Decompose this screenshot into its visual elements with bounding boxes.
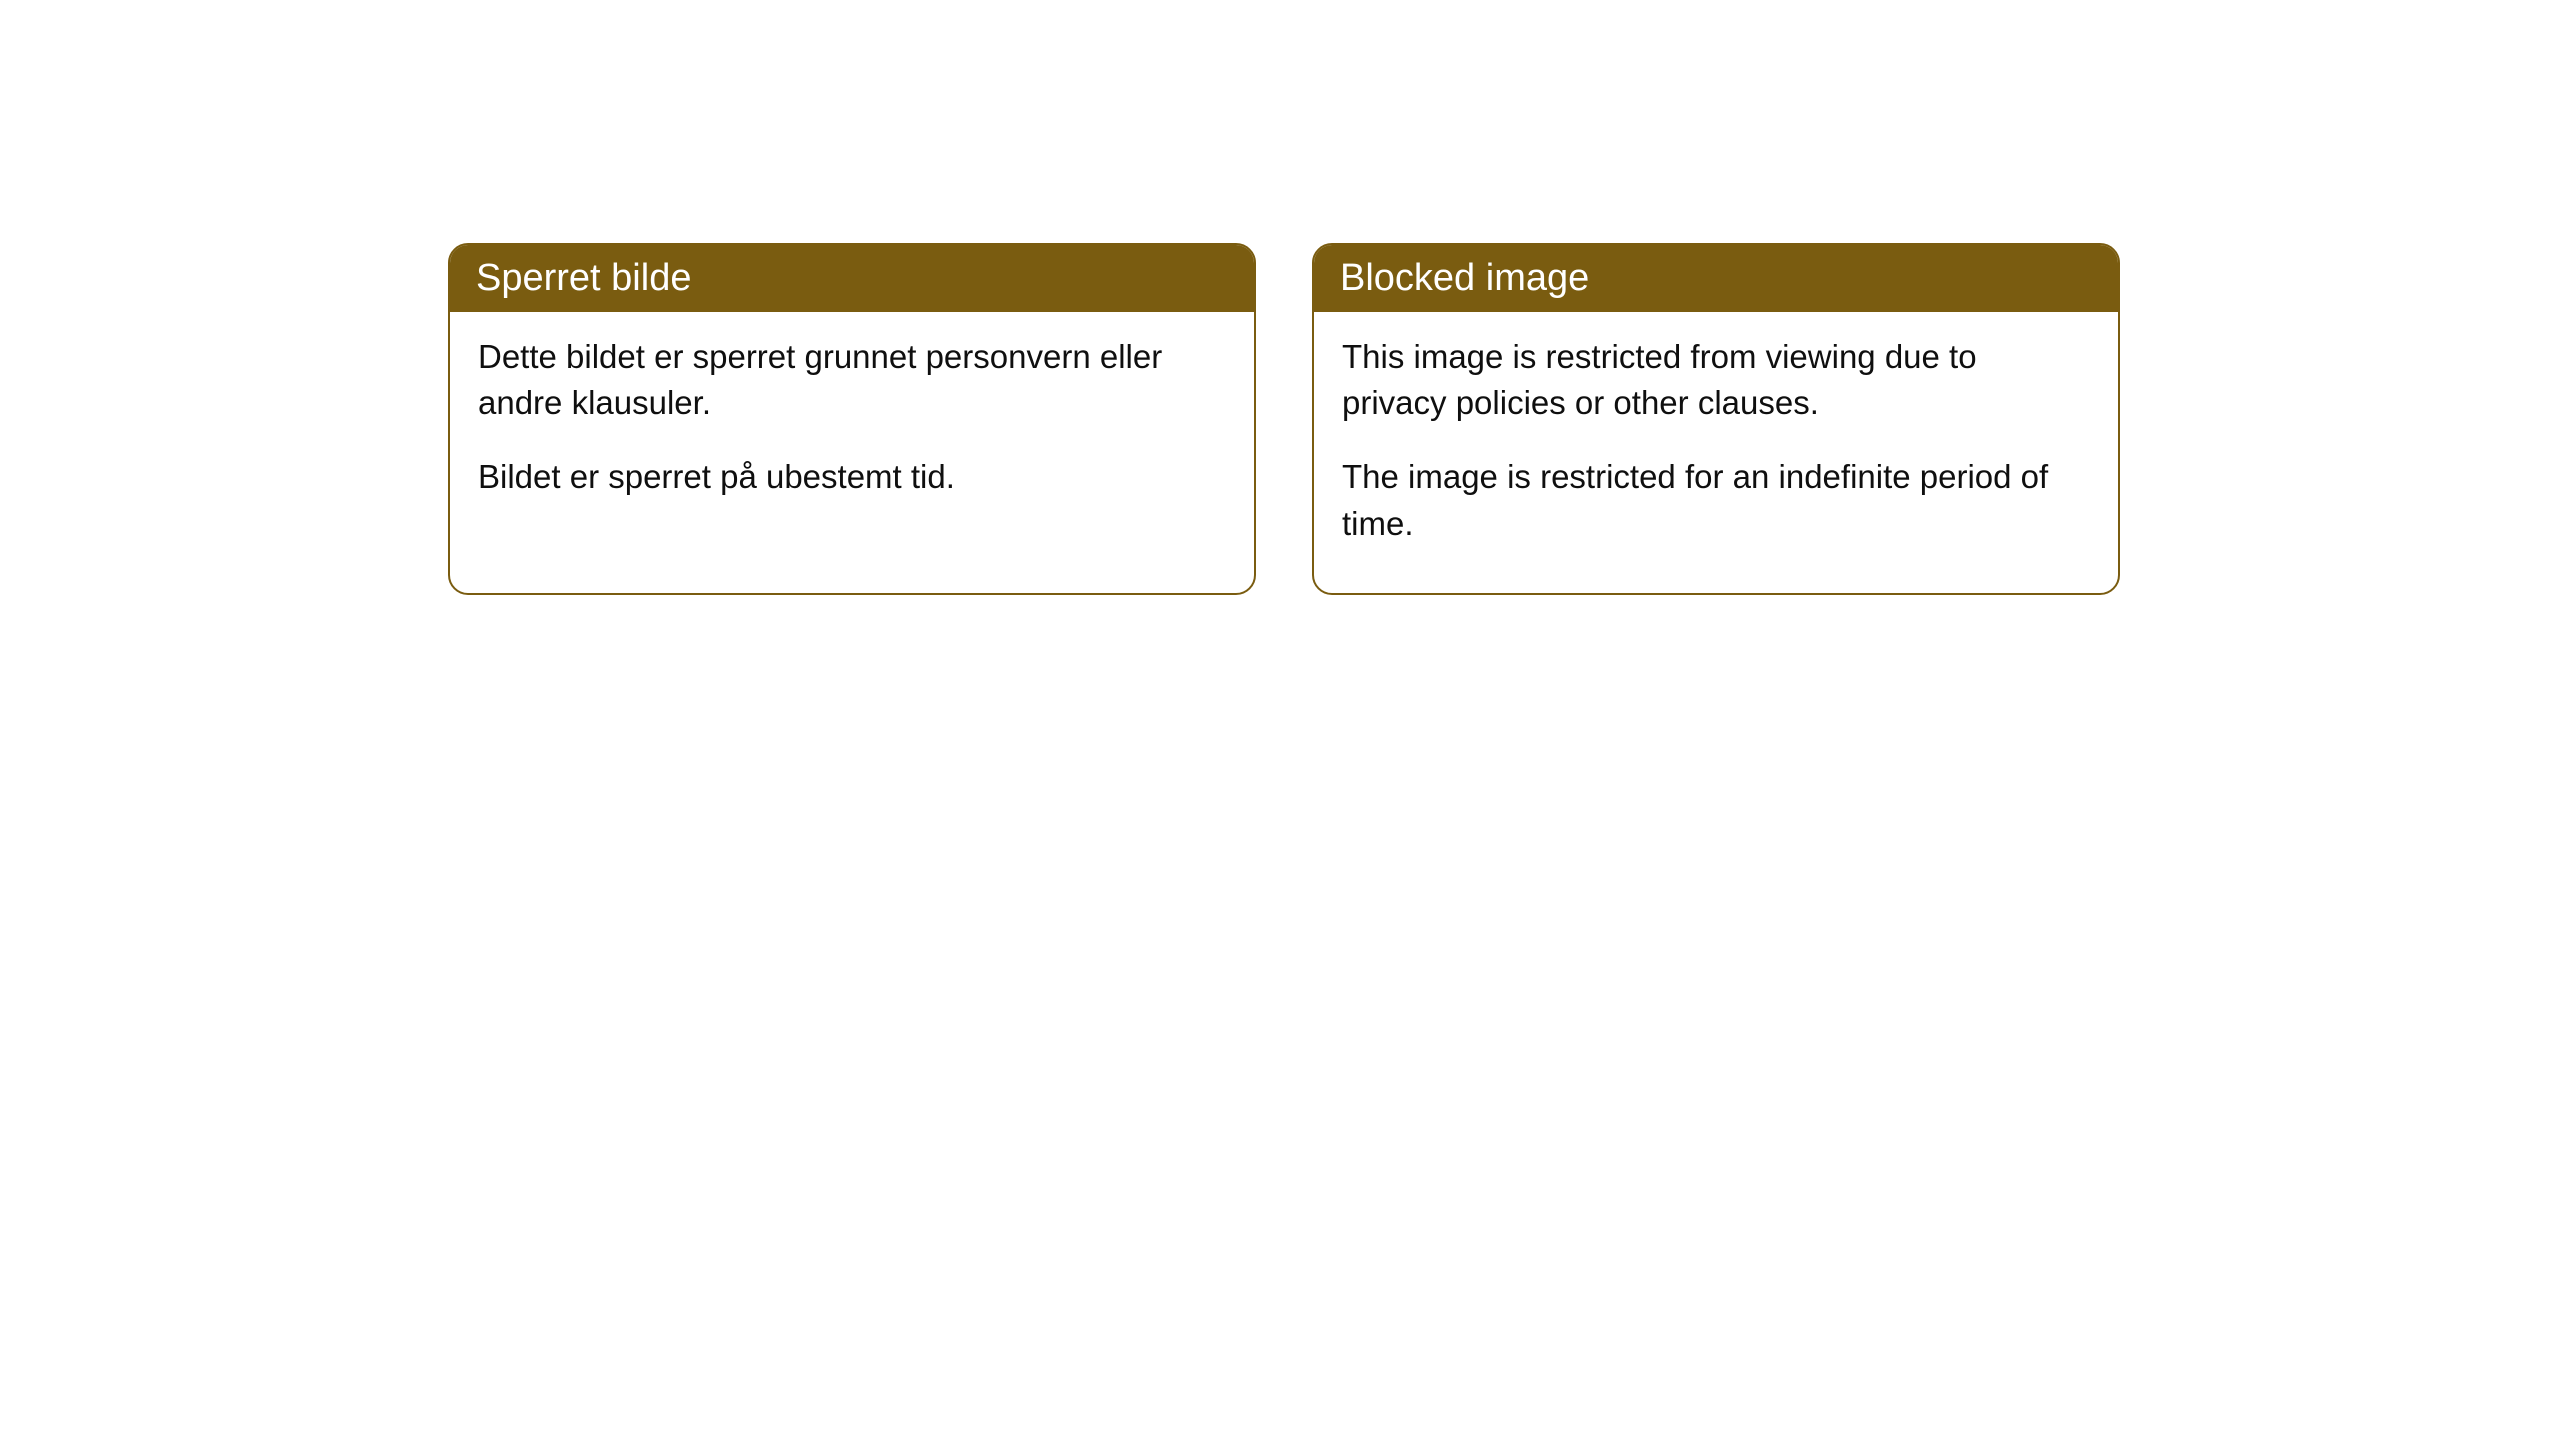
card-paragraph: The image is restricted for an indefinit… — [1342, 454, 2090, 546]
notice-card-norwegian: Sperret bilde Dette bildet er sperret gr… — [448, 243, 1256, 595]
notice-card-english: Blocked image This image is restricted f… — [1312, 243, 2120, 595]
card-paragraph: This image is restricted from viewing du… — [1342, 334, 2090, 426]
card-paragraph: Dette bildet er sperret grunnet personve… — [478, 334, 1226, 426]
card-title: Sperret bilde — [476, 257, 691, 299]
card-header: Blocked image — [1314, 245, 2118, 312]
card-body: This image is restricted from viewing du… — [1314, 312, 2118, 593]
card-title: Blocked image — [1340, 257, 1589, 299]
card-body: Dette bildet er sperret grunnet personve… — [450, 312, 1254, 547]
card-header: Sperret bilde — [450, 245, 1254, 312]
card-paragraph: Bildet er sperret på ubestemt tid. — [478, 454, 1226, 500]
notice-cards-container: Sperret bilde Dette bildet er sperret gr… — [448, 243, 2120, 595]
